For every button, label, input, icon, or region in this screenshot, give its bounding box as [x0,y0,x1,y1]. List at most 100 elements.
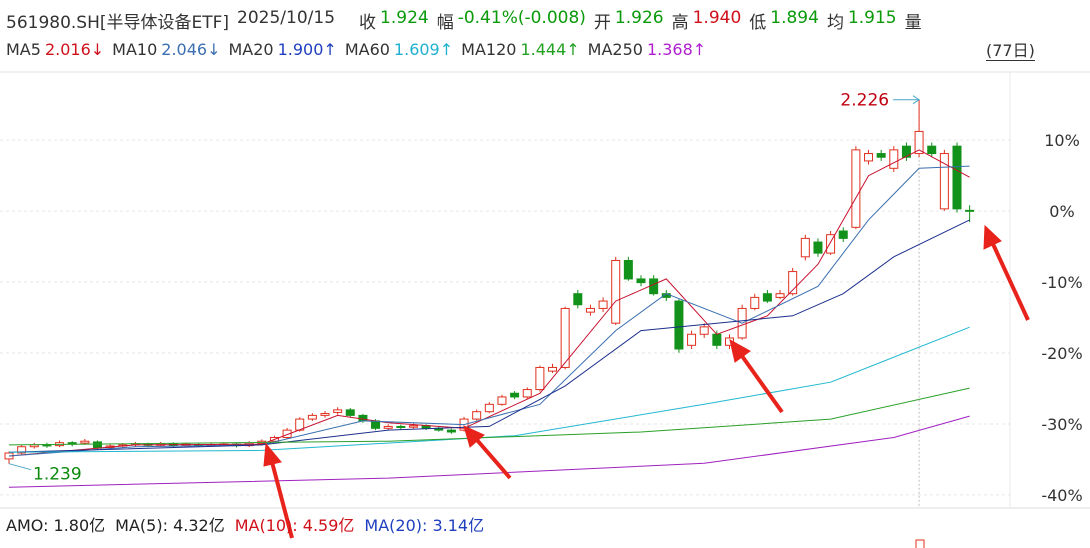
quote-value: 1.894 [770,8,819,28]
quote-value: 1.924 [380,8,429,28]
annotation-label: 2.226 [840,91,889,111]
candle-body [573,293,583,306]
arrow [475,438,512,480]
quote-item: 开 1.926 [594,8,668,33]
candle-body [876,153,886,158]
quote-label: 开 [593,13,611,33]
quote-value: 1.940 [692,8,742,28]
candle-body [484,403,494,413]
period-button[interactable]: (77日) [986,41,1035,61]
candle-body [788,271,798,295]
quote-label: 均 [826,13,844,33]
ma-item: MA60 1.609↑ [345,40,457,59]
candle-body [92,441,102,449]
y-tick-label: -20% [1041,344,1082,363]
y-tick-label: -40% [1041,486,1082,505]
candle-body [358,414,368,422]
candle-body [952,145,962,210]
annotation-leader [8,463,32,471]
date: 2025/10/15 [237,8,336,28]
quote-value: 1.915 [847,8,897,28]
quote-more: 量 [904,13,922,33]
arrow [270,461,294,539]
candle-body [548,366,558,372]
arrow [740,354,784,414]
candle-body [17,446,27,454]
candle-body [320,413,330,416]
red-arrows [263,224,1030,539]
candle-body [800,237,810,258]
ma-value: 1.368↑ [646,40,707,59]
candle-body [838,230,848,239]
candle-body [914,130,924,155]
quote-item: 收 1.924 [359,8,433,33]
ma-item: MA250 1.368↑ [588,40,711,59]
arrow-head [463,425,485,448]
annotation-arrow [912,95,920,105]
ma-value: 2.016↓ [44,40,105,59]
candle-body [383,425,393,429]
candle-body [396,425,406,428]
quote-value: -0.41%(-0.008) [457,8,586,28]
candle-body [699,326,709,335]
candle-body [371,420,381,429]
ma-name: MA60 [344,40,390,59]
ma-line [8,219,970,453]
quote-label: 收 [359,13,377,33]
volume-bar-fragment [915,539,925,548]
ma-item: MA20 1.900↑ [228,40,340,59]
candle-body [939,153,949,210]
ma-item: MA10 2.046↓ [112,40,224,59]
ma-item: MA5 2.016↓ [6,40,108,59]
candle-body [649,278,659,295]
candle-body [826,234,836,254]
volume-item: MA(10): 4.59亿 [234,516,355,535]
candle-body [598,300,608,309]
ma-item: MA120 1.444↑ [461,40,584,59]
annotation-label: 1.239 [33,465,82,485]
candle-body [282,429,292,439]
candle-body [585,307,595,313]
quote-label: 高 [671,13,689,33]
candle-body [307,414,317,420]
candle-body [901,145,911,158]
ma-value: 1.900↑ [277,40,337,59]
candle-body [510,392,520,398]
ma-line [8,326,970,453]
candle-body [623,259,633,280]
candle-body [522,389,532,398]
candle-body [762,293,772,302]
quote-header: 561980.SH[半导体设备ETF] 2025/10/15 收 1.924 幅 -0… [6,8,926,33]
candle-body [611,259,621,324]
candle-body [446,429,456,433]
candle-body [864,153,874,162]
security-name: 561980.SH[半导体设备ETF] [6,13,230,33]
volume-item: MA(20): 3.14亿 [364,516,485,535]
ma-name: MA5 [6,40,41,59]
ma-name: MA250 [587,40,643,59]
ma-name: MA20 [228,40,274,59]
quote-label: 低 [749,13,767,33]
candle-body [927,145,937,155]
candle-body [408,425,418,428]
ma-legend: MA5 2.016↓ MA10 2.046↓ MA20 1.900↑ MA60 1.609↑ M… [6,40,714,59]
y-tick-label: -30% [1041,415,1082,434]
ma-line [8,387,970,446]
candle-body [333,409,343,413]
quote-item: 低 1.894 [749,8,823,33]
ma-value: 2.046↓ [161,40,221,59]
arrow-head [263,442,282,467]
ma-value: 1.444↑ [520,40,580,59]
candle-body [674,300,684,350]
quote-label: 幅 [436,13,454,33]
ma-line [8,149,970,457]
volume-legend: AMO: 1.80亿 MA(5): 4.32亿 MA(10): 4.59亿 MA(20… [6,512,494,536]
quote-value: 1.926 [614,8,664,28]
ma-name: MA10 [112,40,158,59]
y-tick-label: -10% [1041,273,1082,292]
candle-body [560,307,570,368]
candle-body [636,278,646,284]
candle-body [345,409,355,416]
candle-body [687,333,697,346]
